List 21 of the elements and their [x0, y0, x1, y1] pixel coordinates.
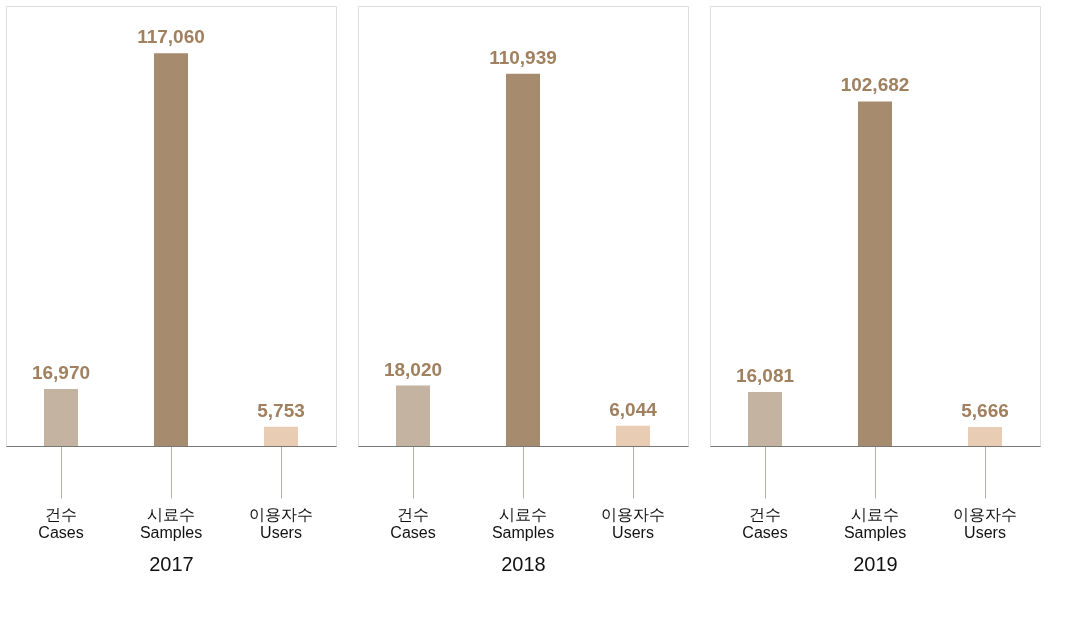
data-label: 117,060 [137, 26, 205, 48]
data-label: 6,044 [609, 398, 658, 420]
x-tick-label: 이용자수 Users [249, 505, 313, 541]
x-tick-label: 시료수 Samples [139, 505, 203, 541]
x-axis-title: 2019 [853, 552, 898, 575]
x-tick-label: 이용자수 Users [601, 505, 665, 541]
x-tick-label: 시료수 Samples [843, 505, 907, 541]
data-label: 102,682 [840, 74, 910, 96]
x-tick-label: 시료수 Samples [491, 505, 555, 541]
x-axis-title: 2018 [501, 552, 546, 575]
data-label: 18,020 [383, 358, 443, 380]
x-tick-label: 건수 Cases [38, 505, 84, 541]
x-tick-label: 건수 Cases [390, 505, 436, 541]
data-label: 16,970 [31, 362, 91, 384]
data-label: 5,666 [961, 399, 1009, 421]
x-tick-label: 이용자수 Users [953, 505, 1017, 541]
x-axis-title: 2017 [149, 552, 194, 575]
data-label: 16,081 [735, 365, 795, 387]
x-tick-label: 건수 Cases [742, 505, 788, 541]
data-label: 5,753 [257, 399, 305, 421]
data-label: 110,939 [489, 46, 557, 68]
